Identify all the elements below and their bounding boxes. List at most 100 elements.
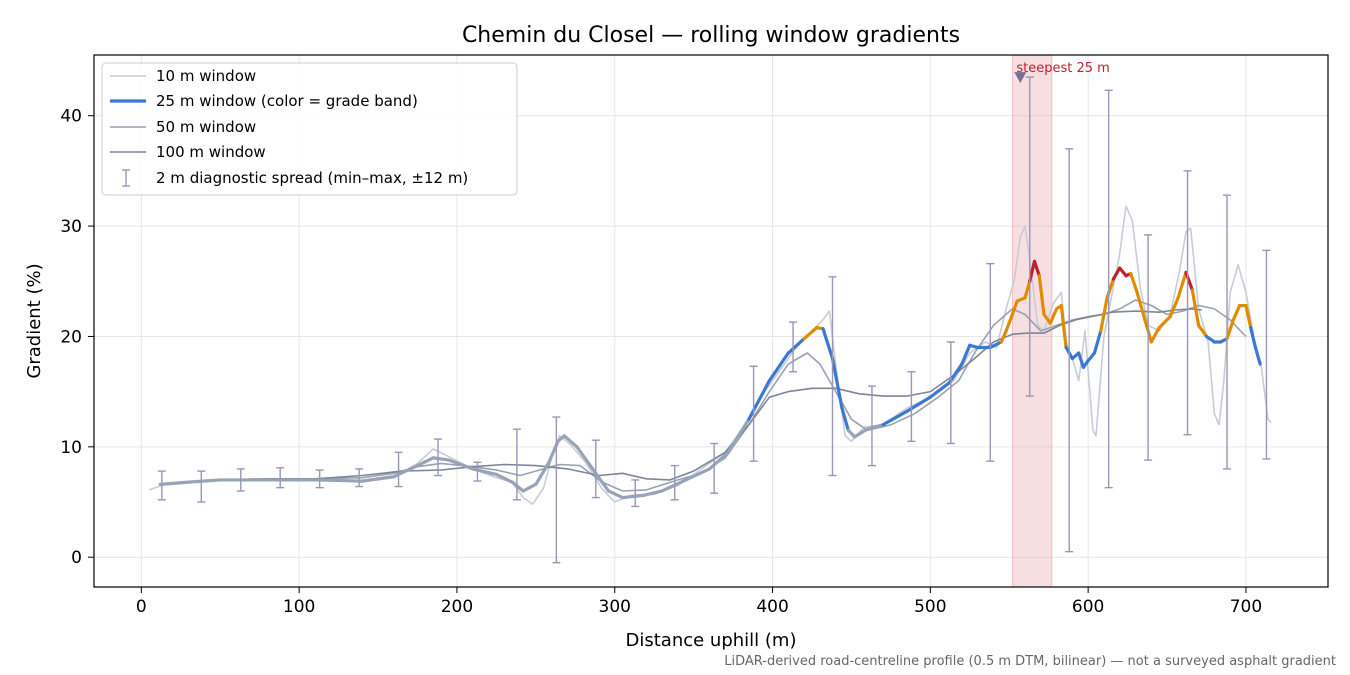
series-25m-segment [1048, 307, 1059, 325]
series-25m-segment [928, 381, 951, 399]
series-25m-segment [1204, 334, 1216, 344]
series-25m-segment [1099, 296, 1109, 333]
x-tick-label: 300 [599, 597, 631, 617]
series-25m-segment [1176, 270, 1188, 300]
series-25m-segment [1168, 296, 1180, 319]
series-25m-segment [1028, 259, 1037, 283]
x-axis-label: Distance uphill (m) [626, 630, 797, 651]
legend-label-25m: 25 m window (color = grade band) [156, 92, 418, 110]
series-25m-segment [852, 427, 869, 439]
series-25m-segment [471, 467, 498, 477]
spread-bar [1104, 89, 1113, 489]
spread-bar [552, 416, 561, 564]
legend-label-spread: 2 m diagnostic spread (min–max, ±12 m) [156, 169, 468, 187]
series-25m-segment [684, 467, 712, 482]
series-25m-segment [1225, 318, 1235, 341]
series-25m-segment [1086, 351, 1097, 363]
legend-label-10m: 10 m window [156, 67, 256, 85]
spread-bar [315, 469, 324, 489]
x-tick-label: 700 [1230, 597, 1262, 617]
spread-bar [434, 438, 443, 477]
legend-label-50m: 50 m window [156, 118, 256, 136]
axis-ticks: 0 100 200 300 400 500 600 700 0 10 20 30 40 [60, 107, 1262, 617]
series-25m-segment [1197, 323, 1209, 339]
spread-bar [236, 468, 245, 492]
y-tick-label: 20 [60, 327, 82, 347]
series-25m-segment [641, 489, 664, 497]
series-25m-segment [1010, 299, 1019, 316]
spread-bar [1144, 234, 1153, 461]
spread-bar [867, 385, 876, 467]
series-25m-segment [1023, 279, 1032, 300]
spread-bar [394, 451, 403, 488]
series-25m-segment [1253, 345, 1262, 366]
x-tick-label: 100 [283, 597, 315, 617]
series-25m-segment [865, 423, 885, 431]
series-25m-segment [575, 445, 595, 471]
spread-bar [710, 442, 719, 494]
legend-label-100m: 100 m window [156, 143, 266, 161]
series-25m-segment [660, 478, 688, 493]
series-25m-segment [392, 463, 420, 479]
spread-bar [789, 321, 798, 373]
series-25m-segment [415, 456, 435, 468]
spread-bar [473, 461, 482, 482]
series-25m-segment [1231, 303, 1242, 322]
series-25m-segment [1059, 303, 1068, 350]
footnote: LiDAR-derived road-centreline profile (0… [724, 654, 1336, 669]
series-50m-line [180, 299, 1247, 492]
spread-bar [157, 470, 166, 501]
series-25m-segment [1037, 274, 1046, 316]
series-25m-segment [786, 337, 806, 355]
series-25m-segment [1004, 312, 1014, 333]
series-25m-segment [562, 434, 579, 449]
series-25m-segment [707, 450, 730, 471]
y-axis-label: Gradient (%) [24, 263, 45, 378]
series-25m-segment [1190, 288, 1201, 328]
series-25m-segment [726, 417, 751, 454]
series-25m-segment [1129, 271, 1139, 294]
x-tick-label: 0 [136, 597, 147, 617]
series-25m-segment [747, 379, 771, 421]
spread-bar [591, 439, 600, 499]
spread-bar [946, 341, 955, 445]
spread-bar [986, 262, 995, 462]
series-25m-segment [534, 461, 551, 486]
spread-bar [828, 276, 837, 477]
plot-frame [93, 54, 1329, 588]
series-25m-segment [1149, 326, 1161, 344]
series-25m-segment [767, 351, 790, 383]
series-25m-segment [621, 493, 645, 500]
spread-bar [197, 470, 206, 503]
spread-bar [355, 468, 364, 488]
legend: 10 m window 25 m window (color = grade b… [101, 62, 518, 196]
y-tick-label: 10 [60, 438, 82, 458]
y-tick-label: 40 [60, 107, 82, 127]
series-25m-segment [999, 329, 1008, 344]
x-tick-label: 600 [1072, 597, 1104, 617]
series-25m-segment [1157, 314, 1172, 330]
series-25m-segment [158, 480, 191, 486]
y-tick-label: 30 [60, 217, 82, 237]
series-25m-segment [1244, 303, 1253, 330]
spread-bar [1262, 249, 1271, 460]
series-25m-segment [1249, 326, 1258, 350]
spread-bar [1025, 76, 1034, 397]
series-25m-segment [313, 478, 364, 483]
series-25m-segment [905, 395, 932, 414]
spread-bar [512, 428, 521, 501]
series-25m-segment [830, 356, 844, 410]
series-10m-line [148, 205, 1272, 505]
spread-bar [1065, 148, 1074, 553]
series-25m-segment [881, 409, 909, 427]
spread-bar [631, 479, 640, 508]
series-25m-segment [360, 475, 396, 483]
spread-bar [276, 467, 285, 489]
legend-box [101, 62, 518, 196]
series-25m-segment [431, 456, 451, 462]
spread-bar [907, 371, 916, 443]
series-25m-segment [1118, 266, 1128, 278]
y-tick-label: 0 [71, 548, 82, 568]
steepest-marker-layer: steepest 25 m [1014, 61, 1110, 84]
